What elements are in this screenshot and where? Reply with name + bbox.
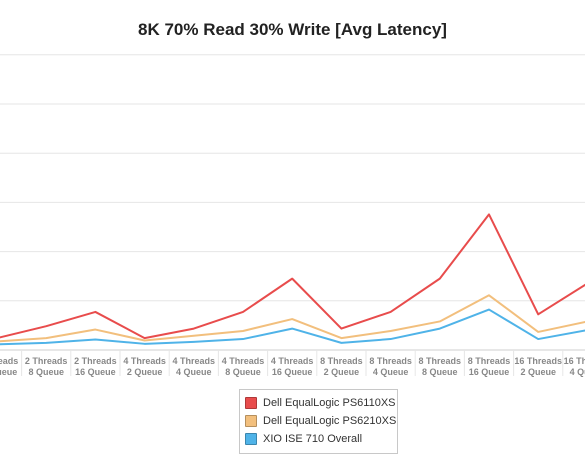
x-tick-label: 2 Threads: [25, 356, 68, 366]
x-tick-label: 16 Queue: [272, 367, 313, 377]
legend: Dell EqualLogic PS6110XS Dell EqualLogic…: [239, 389, 398, 454]
legend-item[interactable]: Dell EqualLogic PS6210XS: [240, 412, 397, 430]
series-line: [0, 213, 585, 340]
x-tick-label: 4 Threads: [222, 356, 265, 366]
x-tick-label: 16 Queue: [75, 367, 116, 377]
x-tick-label: 16 Queue: [0, 367, 17, 377]
x-tick-label: 4 Queue: [570, 367, 585, 377]
x-tick-label: 8 Queue: [225, 367, 261, 377]
x-tick-label: 16 Threads: [514, 356, 562, 366]
legend-item[interactable]: Dell EqualLogic PS6110XS: [240, 394, 397, 412]
chart-title: 8K 70% Read 30% Write [Avg Latency]: [138, 20, 447, 39]
x-tick-label: 8 Threads: [419, 356, 462, 366]
legend-swatch: [245, 415, 257, 427]
legend-swatch: [245, 397, 257, 409]
legend-label: XIO ISE 710 Overall: [263, 433, 363, 445]
x-tick-label: 2 Queue: [324, 367, 360, 377]
legend-label: Dell EqualLogic PS6210XS: [263, 415, 397, 427]
x-tick-label: 16 Queue: [469, 367, 510, 377]
x-tick-label: 4 Threads: [173, 356, 216, 366]
x-tick-label: 8 Threads: [369, 356, 412, 366]
x-tick-label: 8 Queue: [28, 367, 64, 377]
x-tick-label: 4 Threads: [271, 356, 314, 366]
legend-swatch: [245, 433, 257, 445]
series-line: [0, 294, 585, 343]
x-tick-label: 8 Threads: [320, 356, 363, 366]
x-tick-label: 2 Threads: [74, 356, 117, 366]
legend-item[interactable]: XIO ISE 710 Overall: [240, 430, 397, 448]
series-lines: [0, 213, 585, 346]
x-tick-label: 8 Queue: [422, 367, 458, 377]
x-tick-label: 4 Queue: [176, 367, 212, 377]
x-tick-label: 2 Queue: [127, 367, 163, 377]
x-tick-label: 4 Queue: [373, 367, 409, 377]
legend-label: Dell EqualLogic PS6110XS: [263, 397, 396, 409]
series-line: [0, 308, 585, 346]
x-tick-label: 4 Threads: [123, 356, 166, 366]
x-tick-label: 2 Queue: [520, 367, 556, 377]
x-tick-label: 16 Threads: [564, 356, 585, 366]
x-tick-label: 8 Threads: [468, 356, 511, 366]
x-tick-label: 1 Threads: [0, 356, 18, 366]
gridlines: [0, 54, 585, 376]
